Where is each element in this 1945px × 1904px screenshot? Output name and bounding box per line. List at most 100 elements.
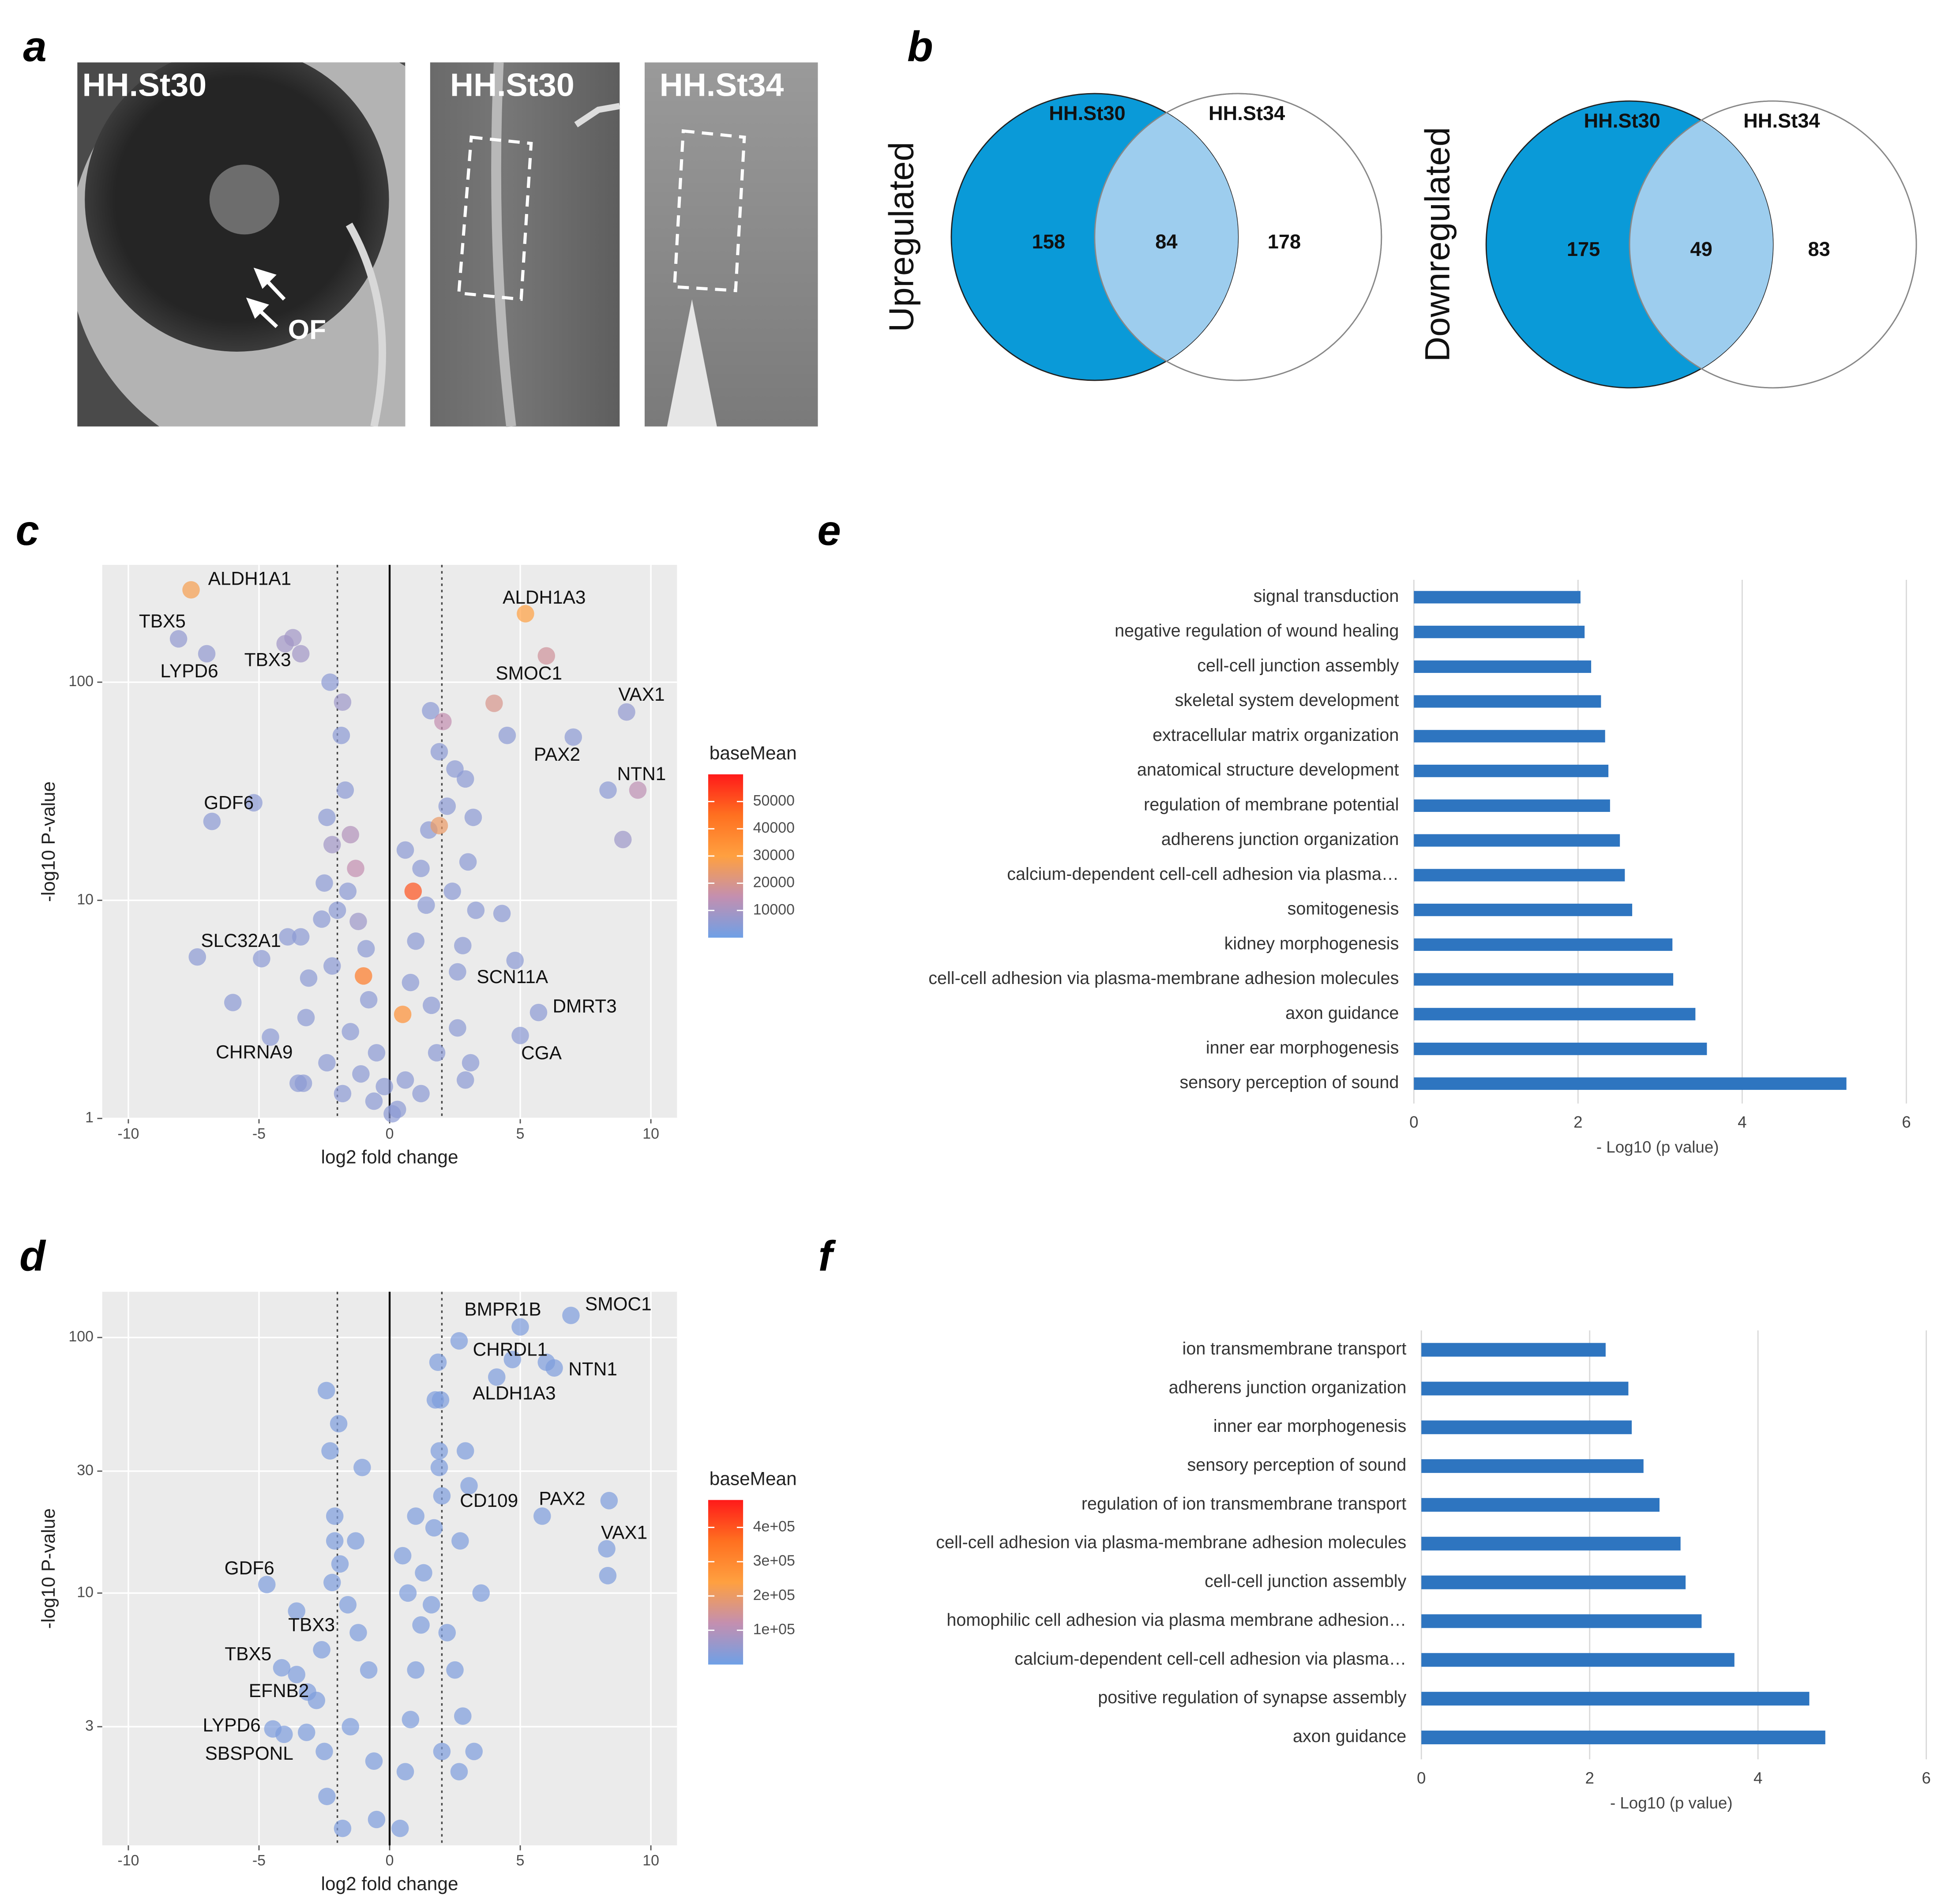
- bar: [1414, 903, 1633, 916]
- panel-label: c: [15, 507, 39, 554]
- point: [383, 1105, 401, 1123]
- point: [347, 860, 364, 877]
- point: [614, 830, 632, 849]
- point: [430, 743, 448, 761]
- count-label: 49: [1690, 238, 1712, 260]
- point: [407, 1661, 425, 1679]
- point: [396, 841, 414, 859]
- category-label: sensory perception of sound: [1180, 1073, 1399, 1092]
- image-annotation: OF: [288, 315, 326, 345]
- point: [342, 1718, 359, 1735]
- point: [429, 1353, 447, 1371]
- point: [564, 728, 582, 746]
- category-label: regulation of membrane potential: [1144, 795, 1399, 814]
- venn-side-label: Upregulated: [881, 142, 920, 332]
- x-tick-label: -10: [117, 1125, 139, 1142]
- category-label: extracellular matrix organization: [1153, 725, 1399, 745]
- point: [323, 957, 341, 975]
- category-label: inner ear morphogenesis: [1206, 1038, 1399, 1058]
- point: [203, 812, 221, 830]
- colorbar: [708, 1500, 743, 1665]
- gene-label: GDF6: [204, 792, 254, 813]
- point: [396, 1763, 414, 1780]
- y-axis-label: -log10 P-value: [38, 781, 59, 902]
- point: [292, 928, 310, 946]
- category-label: cell-cell junction assembly: [1197, 656, 1399, 675]
- point: [169, 630, 188, 648]
- x-tick-label: 0: [386, 1125, 394, 1142]
- gene-label: ALDH1A3: [473, 1383, 556, 1404]
- set-label: HH.St34: [1743, 109, 1820, 132]
- point: [313, 1641, 330, 1659]
- y-tick-label: 10: [77, 1584, 94, 1600]
- panel-label: a: [23, 23, 46, 71]
- point: [292, 645, 310, 663]
- category-label: skeletal system development: [1175, 691, 1399, 710]
- gene-label: PAX2: [539, 1488, 585, 1509]
- category-label: inner ear morphogenesis: [1213, 1416, 1406, 1436]
- gene-label: SBSPONL: [205, 1743, 293, 1764]
- set-outline: [1094, 93, 1382, 381]
- y-tick-label: 3: [85, 1717, 94, 1734]
- gene-label: CGA: [521, 1042, 562, 1063]
- category-label: cell-cell adhesion via plasma-membrane a…: [928, 969, 1399, 988]
- point: [434, 713, 452, 731]
- bar: [1414, 973, 1674, 986]
- point: [537, 647, 556, 665]
- gene-label: NTN1: [568, 1359, 617, 1379]
- count-label: 84: [1155, 230, 1177, 253]
- point: [368, 1044, 386, 1062]
- point: [352, 1065, 370, 1083]
- point: [334, 693, 352, 711]
- point: [360, 1661, 378, 1679]
- colorbar-tick-label: 40000: [753, 819, 795, 836]
- point: [459, 853, 477, 871]
- point: [321, 673, 339, 691]
- point: [629, 781, 647, 799]
- colorbar-tick-label: 10000: [753, 901, 795, 918]
- point: [330, 1415, 348, 1433]
- x-tick-label: 4: [1738, 1113, 1746, 1131]
- category-label: axon guidance: [1285, 1003, 1399, 1023]
- y-tick-label: 100: [68, 1328, 94, 1345]
- point: [460, 1477, 478, 1495]
- gene-label: EFNB2: [249, 1680, 309, 1701]
- point: [317, 1382, 335, 1400]
- point: [402, 1711, 420, 1728]
- point: [425, 1519, 443, 1537]
- category-label: calcium-dependent cell-cell adhesion via…: [1007, 864, 1399, 884]
- category-label: sensory perception of sound: [1187, 1455, 1406, 1475]
- category-label: ion transmembrane transport: [1183, 1339, 1407, 1358]
- gene-label: DMRT3: [552, 995, 616, 1016]
- colorbar-tick-label: 20000: [753, 874, 795, 891]
- colorbar-tick-label: 2e+05: [753, 1587, 795, 1604]
- point: [339, 883, 357, 900]
- point: [404, 883, 422, 900]
- point: [365, 1752, 383, 1770]
- category-label: positive regulation of synapse assembly: [1098, 1688, 1406, 1707]
- category-label: signal transduction: [1254, 586, 1399, 606]
- bar: [1421, 1420, 1632, 1435]
- gene-label: GDF6: [225, 1558, 274, 1578]
- bar: [1414, 764, 1609, 777]
- point: [422, 996, 440, 1014]
- bar: [1414, 626, 1585, 638]
- point: [533, 1507, 551, 1525]
- bar: [1421, 1692, 1810, 1706]
- roi-box: [672, 129, 746, 293]
- point: [446, 1661, 464, 1679]
- category-label: kidney morphogenesis: [1224, 934, 1399, 953]
- point: [355, 967, 372, 985]
- point: [450, 1763, 468, 1780]
- category-label: regulation of ion transmembrane transpor…: [1081, 1494, 1406, 1513]
- x-tick-label: 0: [1417, 1769, 1426, 1787]
- point: [331, 1555, 349, 1573]
- bar: [1421, 1498, 1660, 1512]
- point: [438, 1624, 456, 1641]
- point: [342, 1023, 359, 1040]
- bar: [1421, 1730, 1825, 1745]
- point: [318, 1054, 336, 1072]
- section-image: [644, 62, 818, 427]
- point: [275, 1725, 293, 1743]
- point: [288, 1666, 306, 1683]
